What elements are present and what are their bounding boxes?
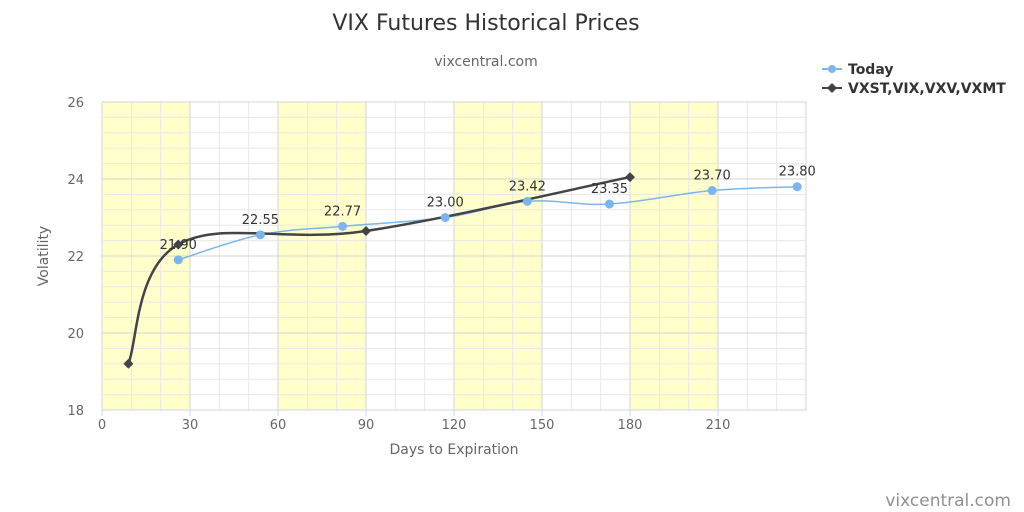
chart-title: VIX Futures Historical Prices — [332, 11, 639, 36]
x-tick-label: 30 — [182, 418, 199, 433]
data-point-today[interactable] — [338, 221, 348, 231]
data-labels: 21.90 22.55 22.77 23.00 23.42 23.35 23.70 23.80 — [160, 165, 816, 253]
data-point-term-structure[interactable] — [123, 358, 134, 369]
data-label-today: 22.55 — [242, 213, 279, 228]
series-line-term-structure — [127, 175, 631, 365]
legend-label-today: Today — [848, 62, 893, 78]
legend: Today VXST,VIX,VXV,VXMT — [822, 62, 1006, 97]
data-label-today: 23.35 — [591, 182, 628, 197]
x-tick-label: 120 — [442, 418, 467, 433]
data-label-today: 23.00 — [427, 196, 464, 211]
data-point-today[interactable] — [522, 196, 532, 206]
legend-marker-today — [828, 65, 836, 73]
data-point-term-structure[interactable] — [625, 172, 635, 183]
y-tick-label: 20 — [67, 327, 84, 342]
data-point-today[interactable] — [707, 186, 717, 196]
credit-text[interactable]: vixcentral.com — [885, 491, 1011, 511]
x-tick-label: 210 — [706, 418, 731, 433]
legend-item-today[interactable]: Today — [822, 62, 893, 78]
x-axis-title: Days to Expiration — [390, 442, 519, 458]
data-label-today: 22.77 — [324, 204, 361, 219]
x-axis-ticks: 0 30 60 90 120 150 180 210 — [98, 410, 731, 433]
x-tick-label: 150 — [530, 418, 555, 433]
y-tick-label: 24 — [67, 173, 84, 188]
y-tick-label: 22 — [67, 250, 84, 265]
data-point-term-structure[interactable] — [173, 239, 184, 250]
y-tick-label: 26 — [67, 96, 84, 111]
data-label-today: 21.90 — [160, 238, 197, 253]
data-label-today: 23.80 — [779, 165, 816, 180]
data-point-today[interactable] — [604, 199, 614, 209]
legend-item-term-structure[interactable]: VXST,VIX,VXV,VXMT — [822, 81, 1006, 97]
legend-marker-term-structure — [827, 83, 837, 93]
data-point-today[interactable] — [173, 255, 183, 265]
x-tick-label: 90 — [358, 418, 375, 433]
data-point-term-structure[interactable] — [361, 225, 371, 236]
y-axis-ticks: 18 20 22 24 26 — [67, 96, 84, 419]
x-tick-label: 180 — [618, 418, 643, 433]
data-point-today[interactable] — [255, 230, 265, 240]
x-tick-label: 0 — [98, 418, 106, 433]
series-markers[interactable] — [123, 172, 802, 369]
y-axis-title: Volatility — [36, 226, 52, 286]
data-label-today: 23.70 — [694, 169, 731, 184]
data-point-today[interactable] — [440, 213, 450, 222]
y-tick-label: 18 — [67, 404, 84, 419]
grid-lines — [101, 101, 807, 411]
legend-label-term-structure: VXST,VIX,VXV,VXMT — [848, 81, 1006, 97]
data-point-today[interactable] — [792, 182, 802, 192]
x-tick-label: 60 — [270, 418, 287, 433]
data-label-today: 23.42 — [509, 179, 546, 194]
chart-subtitle: vixcentral.com — [434, 54, 537, 70]
